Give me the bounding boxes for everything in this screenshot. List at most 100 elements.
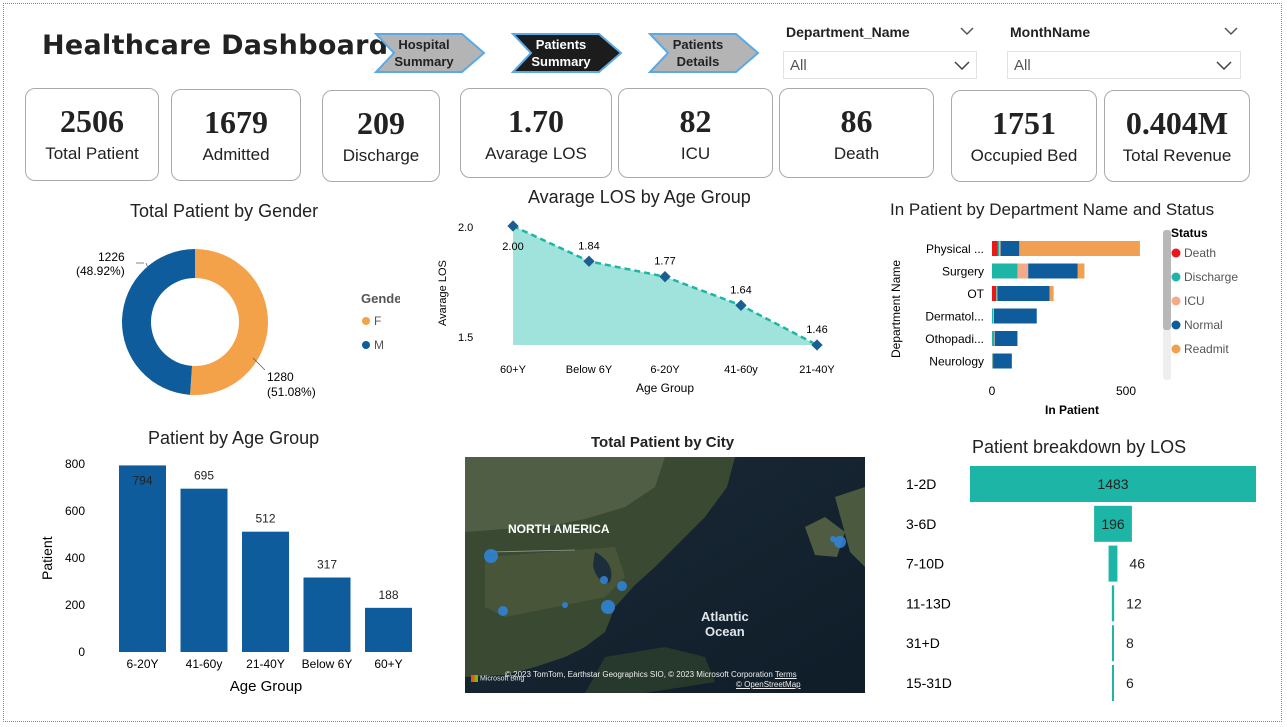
terms-link[interactable]: Terms: [774, 670, 797, 679]
los-point-marker[interactable]: [811, 339, 823, 351]
legend-label-female[interactable]: F: [374, 314, 381, 328]
dept-bar-segment-normal[interactable]: [1028, 263, 1078, 279]
age-bar[interactable]: [303, 577, 351, 652]
kpi-value: 0.404M: [1125, 105, 1229, 141]
dept-bar-segment-normal[interactable]: [994, 331, 1018, 346]
nav-patients-details[interactable]: Patients Details: [648, 32, 760, 73]
dept-bar-segment-readmit[interactable]: [1019, 241, 1140, 256]
dept-bar-segment-normal[interactable]: [997, 286, 1050, 301]
city-bubble[interactable]: [830, 536, 836, 542]
age-group-bar-chart: Patient 800 600 400 200 0 794 6-20Y 695 41-60y 5…: [39, 457, 412, 695]
dept-bar-segment-normal[interactable]: [993, 308, 1037, 324]
los-category-label: 15-31D: [906, 675, 952, 691]
age-bar-value-label: 794: [132, 473, 152, 487]
city-bubble[interactable]: [498, 606, 508, 616]
city-bubble[interactable]: [484, 549, 498, 563]
nav-patients-summary[interactable]: Patients Summary: [511, 32, 623, 73]
x-tick-label: 21-40Y: [246, 657, 285, 671]
map-title: Total Patient by City: [591, 434, 735, 451]
city-bubble[interactable]: [601, 600, 615, 614]
nav-label-line2: Summary: [394, 54, 454, 69]
map-attribution: © 2023 TomTom, Earthstar Geographics SIO…: [505, 670, 797, 679]
legend-scrollbar-thumb[interactable]: [1163, 230, 1171, 330]
dept-bar-segment-death[interactable]: [992, 241, 998, 256]
city-bubble[interactable]: [617, 581, 627, 591]
dept-bar-segment-normal[interactable]: [1000, 241, 1020, 256]
kpi-label: Discharge: [342, 146, 420, 165]
los-funnel-bar[interactable]: [1094, 505, 1132, 542]
osm-link[interactable]: © OpenStreetMap: [736, 680, 801, 689]
legend-dot-normal: [1171, 320, 1181, 330]
city-bubble[interactable]: [834, 536, 846, 548]
legend-label-death[interactable]: Death: [1184, 246, 1216, 260]
legend-dot-icu: [1171, 296, 1181, 306]
dept-bar-segment-death[interactable]: [992, 286, 997, 301]
los-data-label: 2.00: [502, 241, 523, 253]
dept-bar-segment-discharge[interactable]: [992, 353, 993, 369]
los-funnel-bar[interactable]: [1108, 545, 1118, 582]
age-y-axis-title: Patient: [39, 536, 55, 580]
city-map[interactable]: NORTH AMERICA Atlantic Ocean Microsoft Bi…: [465, 457, 865, 693]
dept-bar-segment-discharge[interactable]: [996, 286, 997, 301]
nav-hospital-summary[interactable]: Hospital Summary: [374, 32, 486, 73]
age-bar[interactable]: [119, 465, 166, 652]
kpi-admitted: 1679 Admitted: [171, 89, 301, 181]
dept-bar-segment-icu[interactable]: [993, 308, 994, 324]
dept-bar-segment-icu[interactable]: [994, 331, 995, 346]
gender-legend-title: Gender: [361, 291, 400, 306]
chevron-down-icon[interactable]: [1224, 26, 1238, 36]
legend-label-icu[interactable]: ICU: [1184, 294, 1205, 308]
donut-slice-male[interactable]: [122, 249, 195, 395]
month-dropdown[interactable]: All: [1007, 51, 1241, 79]
dept-category-label: Surgery: [942, 265, 984, 279]
los-funnel-bar[interactable]: [1111, 585, 1115, 622]
dept-bar-segment-readmit[interactable]: [1049, 286, 1054, 301]
los-funnel-bar[interactable]: [1112, 665, 1114, 701]
donut-slice-female[interactable]: [190, 249, 268, 395]
dept-bar-segment-icu[interactable]: [996, 286, 998, 301]
los-funnel-bar[interactable]: [970, 466, 1256, 502]
dept-bar-segment-discharge[interactable]: [992, 263, 1018, 279]
los-funnel-bar[interactable]: [1112, 625, 1114, 662]
kpi-label: Occupied Bed: [970, 146, 1078, 165]
dept-bar-segment-discharge[interactable]: [992, 331, 995, 346]
legend-label-discharge[interactable]: Discharge: [1184, 270, 1238, 284]
kpi-label: Death: [833, 144, 880, 163]
city-bubble[interactable]: [562, 602, 568, 608]
male-value-label: 1226: [98, 250, 125, 264]
kpi-label: Total Patient: [45, 144, 139, 163]
los-value-label: 6: [1126, 675, 1134, 691]
chevron-down-icon: [954, 61, 970, 70]
city-bubble[interactable]: [600, 576, 608, 584]
los-category-label: 3-6D: [906, 516, 936, 532]
x-tick-label: 21-40Y: [799, 364, 835, 376]
dept-bar-segment-readmit[interactable]: [1077, 263, 1085, 279]
chevron-shape-icon: [511, 33, 623, 73]
chevron-down-icon: [1216, 61, 1232, 70]
age-x-axis-title: Age Group: [230, 678, 303, 695]
y-tick-label: 2.0: [458, 222, 473, 234]
age-bar-value-label: 695: [194, 469, 214, 483]
age-bar-value-label: 512: [255, 512, 275, 526]
dept-bar-segment-icu[interactable]: [999, 241, 1001, 256]
age-bar[interactable]: [180, 488, 228, 652]
los-age-chart-title: Avarage LOS by Age Group: [528, 187, 751, 207]
age-bar[interactable]: [365, 607, 412, 652]
legend-label-readmit[interactable]: Readmit: [1184, 342, 1229, 356]
dept-bar-segment-discharge[interactable]: [997, 241, 1000, 256]
dept-category-label: Dermatol...: [925, 310, 984, 324]
x-tick-label: 6-20Y: [126, 657, 158, 671]
los-category-label: 7-10D: [906, 556, 944, 572]
dept-bar-segment-icu[interactable]: [1017, 263, 1029, 279]
kpi-label: Avarage LOS: [485, 144, 587, 163]
legend-label-male[interactable]: M: [374, 338, 384, 352]
age-bar[interactable]: [242, 531, 289, 652]
dept-bar-segment-icu[interactable]: [992, 353, 994, 369]
department-dropdown[interactable]: All: [783, 51, 977, 79]
dept-bar-segment-normal[interactable]: [993, 353, 1012, 369]
dept-bar-segment-discharge[interactable]: [992, 308, 994, 324]
kpi-value: 86: [840, 103, 873, 139]
legend-label-normal[interactable]: Normal: [1184, 318, 1223, 332]
los-data-label: 1.46: [806, 324, 827, 336]
chevron-down-icon[interactable]: [960, 26, 974, 36]
